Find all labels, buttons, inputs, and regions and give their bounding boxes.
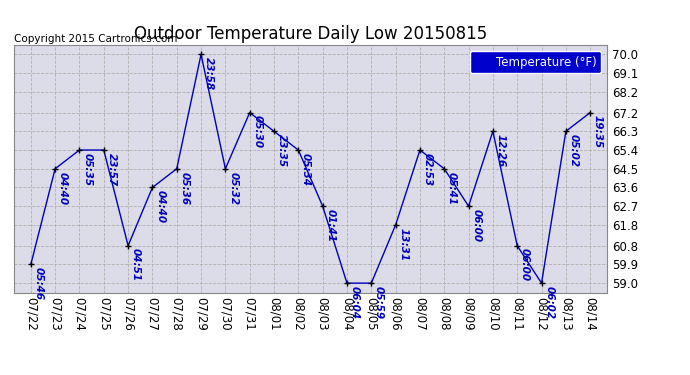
Text: 05:36: 05:36 [179,171,190,205]
Text: 04:40: 04:40 [58,171,68,205]
Text: 13:31: 13:31 [398,228,408,261]
Text: 06:00: 06:00 [471,209,482,242]
Text: 05:46: 05:46 [34,267,43,300]
Legend: Temperature (°F): Temperature (°F) [470,51,601,74]
Text: Copyright 2015 Cartronics.com: Copyright 2015 Cartronics.com [14,34,177,44]
Text: 06:02: 06:02 [544,286,554,319]
Text: 05:02: 05:02 [569,134,579,167]
Text: 05:35: 05:35 [82,153,92,186]
Text: 23:35: 23:35 [277,134,287,167]
Text: 06:04: 06:04 [350,286,359,319]
Text: 23:57: 23:57 [106,153,117,186]
Text: 04:51: 04:51 [131,249,141,282]
Text: 01:41: 01:41 [326,209,335,242]
Text: 23:58: 23:58 [204,57,214,90]
Text: 05:32: 05:32 [228,171,238,205]
Text: 06:00: 06:00 [520,249,530,282]
Text: 02:53: 02:53 [423,153,433,186]
Text: 04:40: 04:40 [155,190,165,224]
Text: 05:59: 05:59 [374,286,384,319]
Text: 12:26: 12:26 [495,134,506,167]
Title: Outdoor Temperature Daily Low 20150815: Outdoor Temperature Daily Low 20150815 [134,26,487,44]
Text: 05:34: 05:34 [301,153,311,186]
Text: 05:41: 05:41 [447,171,457,205]
Text: 19:35: 19:35 [593,116,603,148]
Text: 05:30: 05:30 [253,116,262,148]
